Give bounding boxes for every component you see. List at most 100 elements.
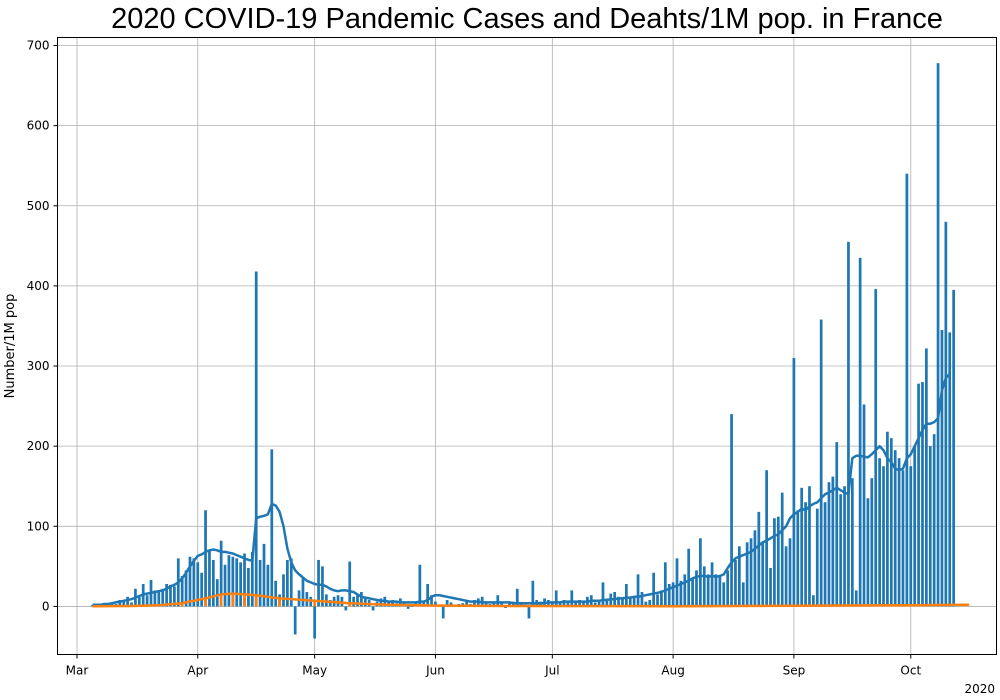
x-tick-label: Jun xyxy=(425,664,445,678)
case-bar xyxy=(219,540,223,607)
case-bar xyxy=(574,602,578,607)
case-bar xyxy=(882,466,885,607)
case-bar xyxy=(913,446,917,607)
case-bar xyxy=(656,594,659,607)
case-bar xyxy=(500,601,504,607)
case-bar xyxy=(737,546,741,607)
case-bar xyxy=(866,498,870,607)
case-bar xyxy=(940,329,944,607)
axis-ticks: 0 100 200 300 400 500 600 700 Mar Apr May Jun Jul Aug… xyxy=(27,39,922,678)
case-bar xyxy=(258,559,262,607)
case-bar xyxy=(196,562,200,607)
case-bar xyxy=(761,542,765,607)
case-bar xyxy=(161,588,165,607)
case-bar xyxy=(687,548,691,607)
case-bar xyxy=(223,564,227,607)
case-bar xyxy=(854,590,858,607)
case-bar xyxy=(165,583,168,607)
case-bar xyxy=(515,588,519,607)
case-bar xyxy=(831,476,835,607)
case-bar xyxy=(266,564,270,607)
case-bar xyxy=(243,553,246,607)
case-bar xyxy=(932,434,936,607)
death-bar xyxy=(313,600,317,607)
case-bar xyxy=(718,575,722,607)
case-bar xyxy=(765,470,768,607)
y-tick-label: 400 xyxy=(27,279,50,293)
case-bar xyxy=(936,63,940,607)
case-bar xyxy=(274,580,278,607)
case-bar xyxy=(126,596,129,607)
case-bar xyxy=(184,570,188,607)
case-bar xyxy=(753,530,757,607)
case-bar xyxy=(293,606,297,635)
case-bar xyxy=(227,555,231,607)
y-tick-label: 500 xyxy=(27,199,50,213)
case-bar xyxy=(157,591,161,607)
x-tick-label: Mar xyxy=(66,664,89,678)
case-bar xyxy=(204,510,207,607)
case-bar xyxy=(773,518,776,607)
case-bar xyxy=(921,382,924,607)
case-bar xyxy=(683,574,687,607)
case-bar xyxy=(741,582,745,607)
case-bar xyxy=(632,596,636,607)
chart-title: 2020 COVID-19 Pandemic Cases and Deahts/… xyxy=(111,3,943,35)
case-bar xyxy=(91,604,94,607)
x-tick-label: May xyxy=(302,664,327,678)
case-bar xyxy=(917,383,920,607)
case-bar xyxy=(757,511,761,607)
case-bar xyxy=(886,431,889,607)
x-tick-label: Sep xyxy=(783,664,806,678)
case-bar xyxy=(734,559,737,607)
x-tick-label: Jul xyxy=(544,664,559,678)
case-bar xyxy=(270,449,274,607)
case-bar xyxy=(426,583,430,607)
case-bar xyxy=(406,606,410,609)
case-bar xyxy=(663,562,667,607)
case-bar xyxy=(418,564,422,607)
case-bar xyxy=(730,414,733,607)
case-bar xyxy=(130,602,133,607)
case-bar xyxy=(110,603,114,607)
case-bar xyxy=(835,442,839,607)
x-axis-offset-label: 2020 xyxy=(964,682,995,696)
case-bar xyxy=(870,478,874,607)
case-bar xyxy=(250,551,254,607)
case-bar xyxy=(769,567,772,607)
case-bar xyxy=(714,574,718,607)
case-bar xyxy=(484,602,488,607)
case-bar xyxy=(780,492,784,607)
case-bar xyxy=(430,595,433,607)
x-tick-label: Aug xyxy=(661,664,684,678)
case-bar xyxy=(699,538,702,607)
case-bar xyxy=(215,579,219,607)
case-bar xyxy=(247,567,250,607)
case-bar xyxy=(379,598,383,607)
case-bar xyxy=(118,600,122,607)
case-bar xyxy=(706,574,710,607)
case-bar xyxy=(660,590,663,607)
case-bar xyxy=(679,580,683,607)
case-bar xyxy=(371,606,375,611)
case-bar xyxy=(289,558,293,607)
case-bar xyxy=(301,578,305,607)
case-bar xyxy=(897,458,901,607)
y-tick-label: 0 xyxy=(42,599,50,613)
case-bar xyxy=(796,510,800,607)
case-bar xyxy=(356,594,359,607)
x-tick-label: Apr xyxy=(187,664,208,678)
case-bar xyxy=(893,450,897,607)
case-bar xyxy=(192,558,196,607)
case-bar xyxy=(948,332,952,607)
death-bar xyxy=(254,595,258,607)
case-bar xyxy=(652,572,655,607)
case-bar xyxy=(784,546,788,607)
y-axis-label: Number/1M pop xyxy=(3,294,18,399)
case-bar xyxy=(671,582,675,607)
case-bar xyxy=(628,598,632,607)
case-bar xyxy=(621,598,624,607)
plot-frame xyxy=(57,37,997,655)
deaths-line xyxy=(92,592,970,608)
